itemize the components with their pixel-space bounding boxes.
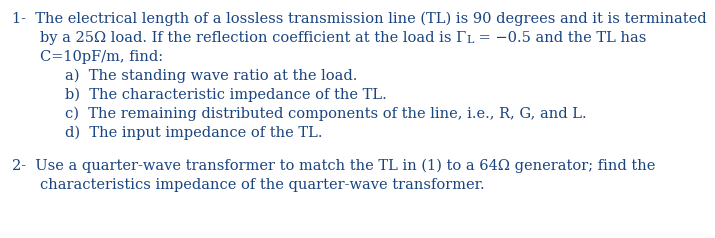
Text: c)  The remaining distributed components of the line, i.e., R, G, and L.: c) The remaining distributed components … <box>65 107 586 121</box>
Text: C=10pF/m, find:: C=10pF/m, find: <box>40 50 163 64</box>
Text: L: L <box>466 35 473 45</box>
Text: a)  The standing wave ratio at the load.: a) The standing wave ratio at the load. <box>65 69 358 83</box>
Text: 1-  The electrical length of a lossless transmission line (TL) is 90 degrees and: 1- The electrical length of a lossless t… <box>12 12 706 26</box>
Text: characteristics impedance of the quarter-wave transformer.: characteristics impedance of the quarter… <box>40 178 485 192</box>
Text: = −0.5 and the TL has: = −0.5 and the TL has <box>473 31 646 45</box>
Text: b)  The characteristic impedance of the TL.: b) The characteristic impedance of the T… <box>65 88 387 102</box>
Text: d)  The input impedance of the TL.: d) The input impedance of the TL. <box>65 126 322 140</box>
Text: by a 25Ω load. If the reflection coefficient at the load is Γ: by a 25Ω load. If the reflection coeffic… <box>40 31 466 45</box>
Text: 2-  Use a quarter-wave transformer to match the TL in (1) to a 64Ω generator; fi: 2- Use a quarter-wave transformer to mat… <box>12 159 656 174</box>
